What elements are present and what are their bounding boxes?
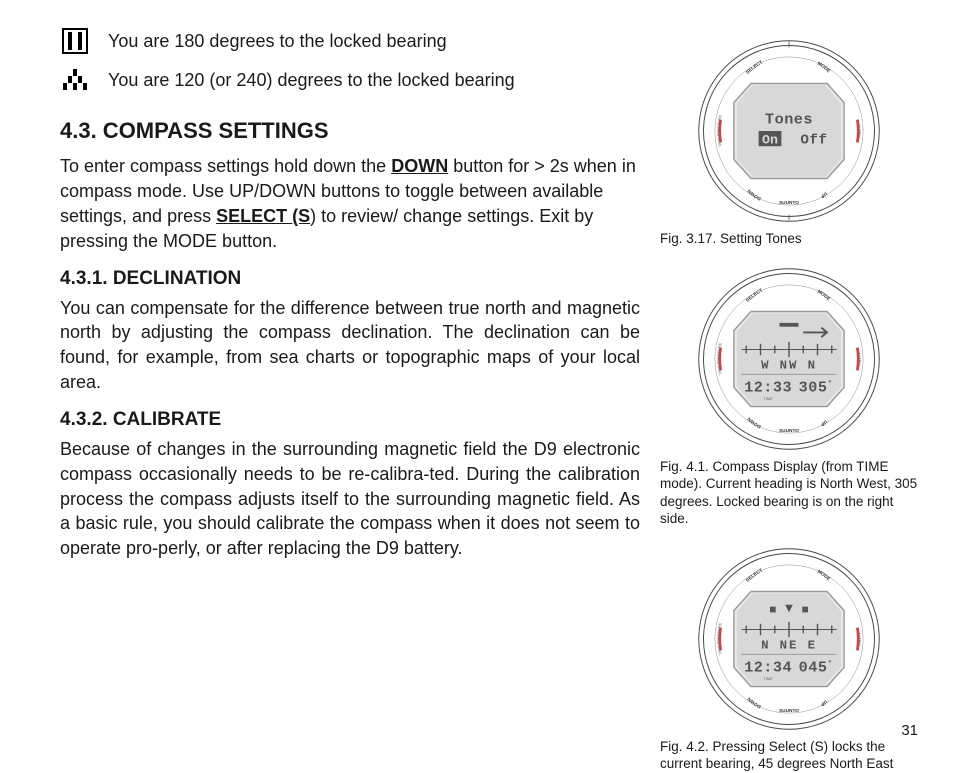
caption-4-1: Fig. 4.1. Compass Display (from TIME mod…: [660, 458, 918, 528]
down-btn-ref: DOWN: [391, 156, 448, 176]
lcd-time-2: 12:34: [744, 658, 792, 676]
watch-tones: SELECT MODE DOWN UP ALARM TANK PRESSURE …: [694, 36, 884, 226]
svg-text:SUUNTO: SUUNTO: [779, 428, 799, 434]
page-number: 31: [901, 722, 918, 739]
lcd-time-label-1: TIME: [764, 396, 774, 400]
lcd-time-label-2: TIME: [764, 677, 774, 681]
watch-compass-1: SELECT MODE DOWN UP ALARM TANK PRESSURE …: [694, 264, 884, 454]
svg-text:SUUNTO: SUUNTO: [779, 708, 799, 714]
heading-4-3-1: 4.3.1. DECLINATION: [60, 268, 640, 290]
bearing-180-text: You are 180 degrees to the locked bearin…: [108, 29, 447, 53]
manual-page: You are 180 degrees to the locked bearin…: [0, 0, 954, 757]
brand-label: SUUNTO: [779, 200, 799, 206]
bearing-120-icon: [60, 69, 90, 91]
figure-3-17: SELECT MODE DOWN UP ALARM TANK PRESSURE …: [660, 36, 918, 248]
lcd-tones-line1: Tones: [765, 110, 813, 128]
para-4-3a: To enter compass settings hold down the: [60, 156, 391, 176]
svg-text:ALARM: ALARM: [857, 632, 861, 646]
lcd-comp-heading-2: N NE E: [761, 638, 817, 652]
para-4-3-2: Because of changes in the surrounding ma…: [60, 437, 640, 561]
heading-4-3: 4.3. COMPASS SETTINGS: [60, 118, 640, 144]
side-column: SELECT MODE DOWN UP ALARM TANK PRESSURE …: [660, 28, 918, 737]
lcd-comp-heading-1: W NW N: [761, 358, 817, 372]
figure-4-1: SELECT MODE DOWN UP ALARM TANK PRESSURE …: [660, 264, 918, 528]
bearing-120-text: You are 120 (or 240) degrees to the lock…: [108, 68, 515, 92]
heading-4-3-2: 4.3.2. CALIBRATE: [60, 409, 640, 431]
svg-text:ALARM: ALARM: [857, 352, 861, 366]
watch-compass-2: SELECT MODE DOWN UP ALARM TANK PRESSURE …: [694, 544, 884, 734]
svg-text:Off: Off: [800, 132, 827, 148]
select-btn-ref: SELECT (S: [216, 206, 310, 226]
bearing-180-row: You are 180 degrees to the locked bearin…: [60, 28, 640, 54]
caption-4-2: Fig. 4.2. Pressing Select (S) locks the …: [660, 738, 918, 773]
lcd-deg-2: 045°: [799, 658, 833, 676]
bearing-180-icon: [60, 28, 90, 54]
para-4-3: To enter compass settings hold down the …: [60, 154, 640, 253]
caption-3-17: Fig. 3.17. Setting Tones: [660, 230, 918, 248]
lcd-time-1: 12:33: [744, 378, 792, 396]
bearing-120-row: You are 120 (or 240) degrees to the lock…: [60, 68, 640, 92]
lcd-deg-1: 305°: [799, 378, 833, 396]
para-4-3-1: You can compensate for the difference be…: [60, 296, 640, 395]
svg-text:ALARM: ALARM: [857, 124, 861, 138]
svg-text:On: On: [762, 132, 778, 147]
main-column: You are 180 degrees to the locked bearin…: [60, 28, 660, 737]
figure-4-2: SELECT MODE DOWN UP ALARM TANK PRESSURE …: [660, 544, 918, 773]
